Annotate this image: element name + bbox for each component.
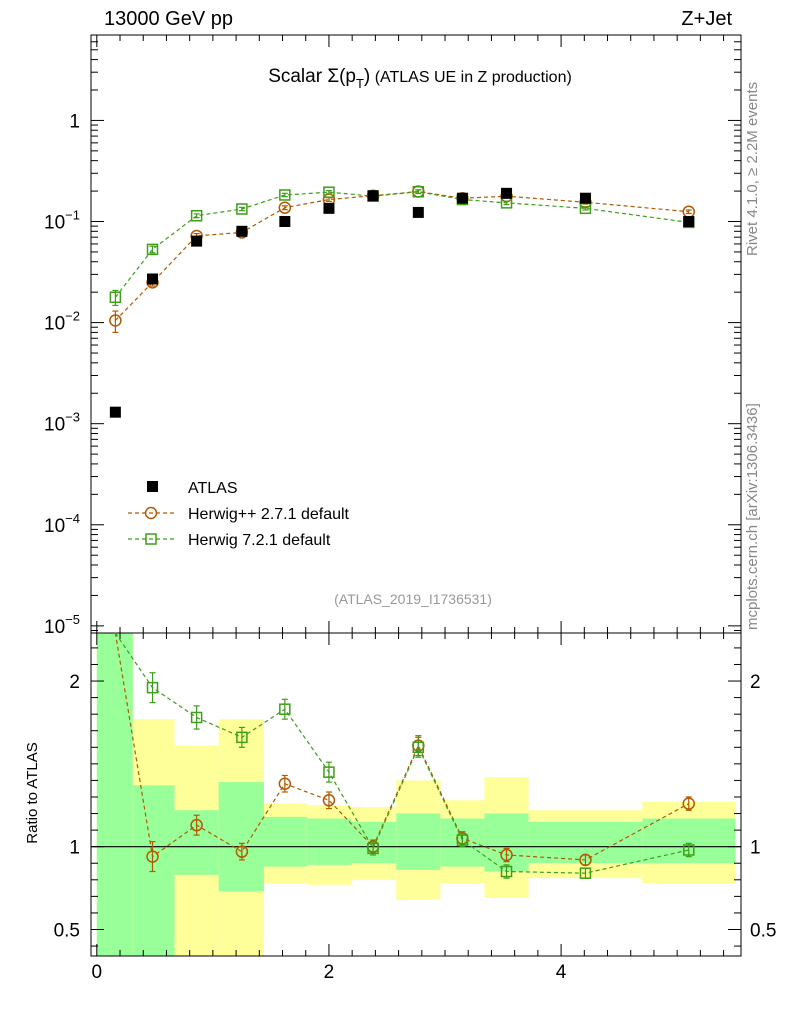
ratio-herwig-2-7-1-default-point (146, 850, 159, 863)
ratio-herwig-7-2-1-default-point (367, 842, 379, 855)
main-plot-axes (90, 34, 742, 634)
main-herwig-7-2-1-default-point (146, 243, 159, 256)
main-atlas-point (579, 192, 591, 204)
legend-label-herwig7: Herwig 7.2.1 default (188, 532, 331, 549)
main-atlas-point (323, 202, 335, 214)
y-tick-label: 10−4 (44, 511, 80, 537)
main-herwig-7-2-1-default-point (109, 291, 122, 304)
ratio-herwig-2-7-1-default-point (500, 848, 513, 862)
legend-marker-herwig7 (145, 533, 157, 545)
ratio-herwig-7-2-1-default-point (412, 741, 425, 754)
main-atlas-point (412, 206, 424, 218)
ratio-herwig-7-2-1-default-point (456, 834, 469, 846)
ratio-herwig-7-2-1-default-point (579, 867, 592, 879)
main-herwig-7-2-1-default-point (323, 186, 335, 198)
tick-labels: 0 2 4 1 10−1 10−2 10−3 10−4 10−5 0.5 0.5 1 1 2 2 (44, 111, 776, 983)
main-atlas-point (279, 216, 291, 228)
main-atlas-point (147, 273, 159, 285)
ratio-herwig-2-7-1-default-point (278, 777, 292, 790)
ratio-herwig-2-7-1-default-point (235, 845, 249, 858)
band-inner-5 (306, 818, 351, 865)
ratio-y-tick-label-right: 2 (750, 672, 761, 693)
ratio-y-tick-label-right: 0.5 (750, 920, 776, 941)
band-inner-9 (484, 813, 529, 872)
ratio-herwig-7-2-1-default-point (190, 711, 203, 724)
band-inner-0 (96, 633, 133, 956)
ratio-y-tick-label-left: 2 (69, 672, 80, 693)
y-tick-label: 10−3 (44, 410, 80, 436)
main-herwig-2-7-1-default-point (278, 201, 292, 214)
band-inner-7 (396, 813, 441, 870)
main-herwig-2-7-1-default-point (109, 314, 122, 327)
header-process: Z+Jet (681, 8, 732, 30)
main-atlas-point (501, 187, 513, 199)
main-herwig-7-2-1-default-point (236, 203, 248, 215)
ratio-herwig-7-2-1-default-point (500, 865, 513, 878)
legend-marker-atlas (147, 481, 158, 492)
band-inner-4 (263, 816, 307, 867)
ratio-herwig-7-2-1-default-line (114, 632, 689, 874)
ratio-frame (90, 632, 742, 957)
ratio-herwig-7-2-1-default-point (323, 766, 335, 778)
ratio-herwig-7-2-1-default-point (146, 681, 159, 694)
y-tick-label: 1 (69, 111, 80, 132)
y-tick-label: 10−2 (44, 309, 80, 335)
x-tick-label-4: 4 (556, 962, 567, 983)
main-atlas-point (367, 190, 379, 202)
main-herwig-7-2-1-default-point (412, 185, 425, 198)
main-atlas-point (109, 406, 121, 418)
ratio-y-tick-label-left: 0.5 (54, 920, 80, 941)
ratio-herwig-7-2-1-default-point (683, 844, 695, 856)
x-tick-label-0: 0 (92, 962, 103, 983)
y-tick-label: 10−5 (44, 612, 80, 638)
x-tick-label-2: 2 (324, 962, 335, 983)
main-herwig-7-2-1-default-point (279, 189, 291, 201)
main-atlas-point (191, 235, 203, 247)
ratio-plot-axes (90, 632, 742, 957)
y-tick-label: 10−1 (44, 208, 80, 234)
main-atlas-point (456, 192, 468, 204)
header-energy: 13000 GeV pp (104, 8, 233, 30)
main-atlas-point (236, 225, 248, 237)
band-inner-3 (218, 782, 264, 892)
chart-title: Scalar Σ(pT) (ATLAS UE in Z production) (268, 66, 572, 91)
ratio-ylabel: Ratio to ATLAS (24, 742, 41, 843)
ratio-herwig-2-7-1-default-point (322, 794, 336, 807)
ratio-herwig-7-2-1-default-point (279, 703, 291, 715)
main-atlas-point (683, 216, 695, 228)
ratio-herwig-7-2-1-default-point (236, 731, 248, 744)
ratio-uncertainty-bands (96, 633, 736, 956)
band-inner-1 (132, 785, 175, 956)
ratio-y-tick-label-left: 1 (69, 838, 80, 859)
ratio-herwig-2-7-1-default-line (114, 632, 690, 861)
main-plot-series (109, 185, 696, 418)
legend-label-herwigpp: Herwig++ 2.7.1 default (188, 506, 350, 523)
ratio-herwig-2-7-1-default-point (682, 797, 696, 810)
legend: ATLAS Herwig++ 2.7.1 default Herwig 7.2.… (128, 480, 350, 549)
ratio-y-tick-label-right: 1 (750, 838, 761, 859)
ratio-herwig-2-7-1-default-point (190, 818, 203, 832)
legend-marker-herwigpp (144, 506, 158, 520)
main-herwig-2-7-1-default-line (114, 190, 689, 321)
main-herwig-7-2-1-default-line (114, 191, 689, 298)
ratio-plot-series (114, 632, 696, 879)
analysis-id: (ATLAS_2019_I1736531) (334, 591, 492, 607)
main-herwig-7-2-1-default-point (190, 210, 203, 222)
legend-label-atlas: ATLAS (188, 480, 238, 497)
ratio-herwig-2-7-1-default-point (579, 853, 592, 867)
